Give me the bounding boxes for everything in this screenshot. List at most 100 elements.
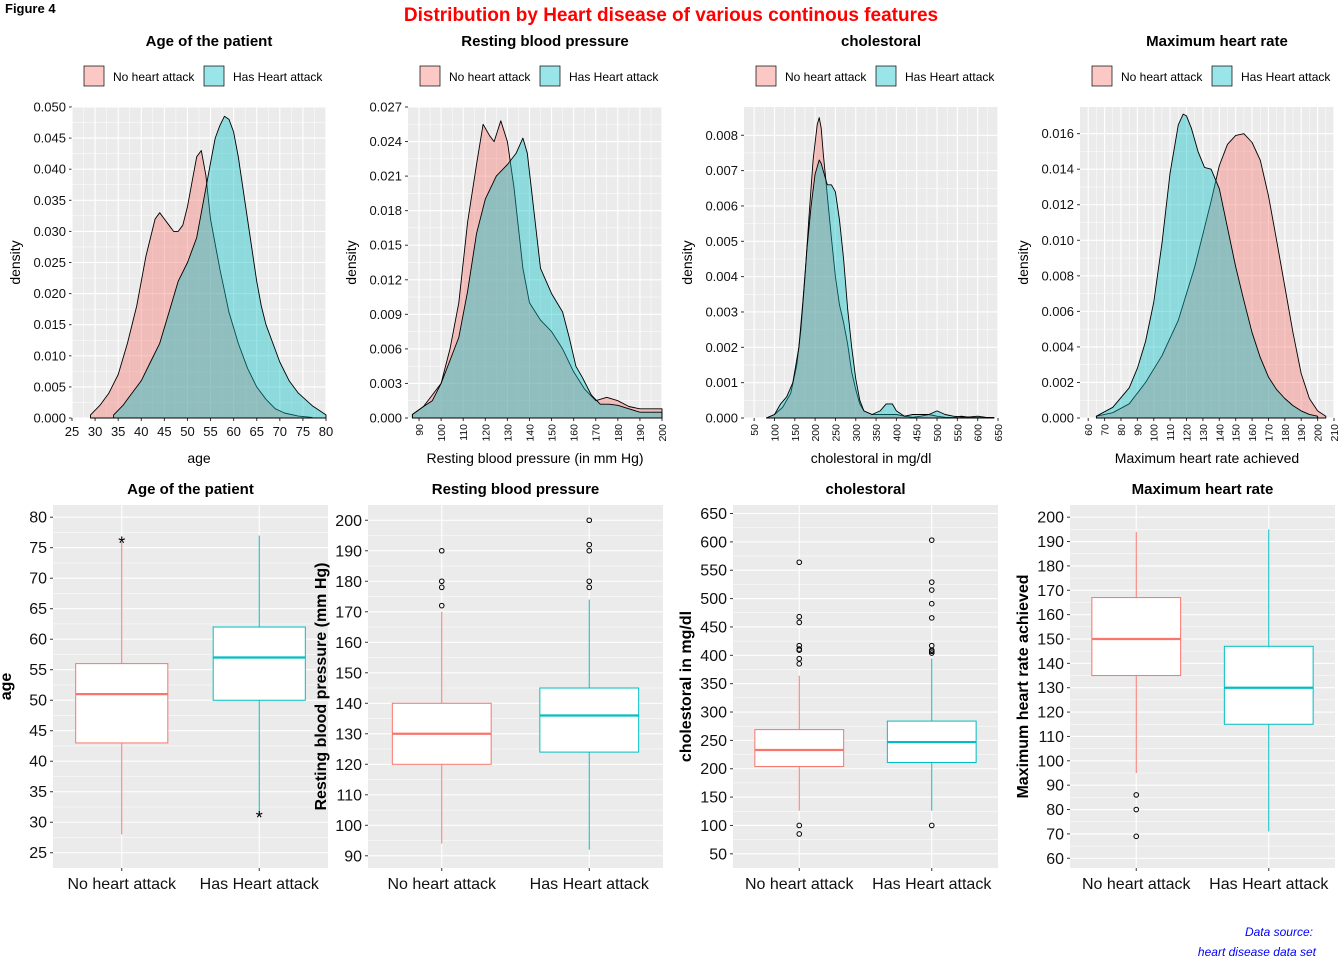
y-tick-label: 300 — [700, 705, 727, 722]
y-tick-label: 160 — [1037, 607, 1064, 624]
legend-label-no-heart-attack: No heart attack — [449, 70, 531, 84]
density-chart-3: cholestoral No heart attack Has Heart atta… — [679, 33, 1005, 466]
y-tick-label: 180 — [1037, 558, 1064, 575]
density-area-no-heart-attack — [1095, 133, 1327, 419]
legend-label-has-heart-attack: Has Heart attack — [569, 70, 659, 84]
chart-title: Age of the patient — [146, 33, 273, 50]
y-tick-label: 70 — [29, 571, 47, 588]
iqr-box — [1091, 597, 1182, 677]
x-tick-label: 120 — [480, 424, 492, 442]
outlier-point — [796, 642, 803, 649]
legend-key-has-heart-attack — [539, 65, 561, 87]
x-tick-label: 200 — [657, 424, 669, 442]
y-tick-label: 160 — [335, 635, 362, 652]
y-tick-label: 0.010 — [1041, 233, 1074, 248]
outlier-point — [586, 547, 593, 554]
y-tick-label: 0.000 — [1041, 411, 1074, 426]
legend-key-has-heart-attack — [203, 65, 225, 87]
density-area-no-heart-attack — [411, 120, 663, 419]
box-has-heart-attack — [539, 517, 640, 850]
x-axis-label: age — [187, 450, 211, 466]
y-tick-label: 0.040 — [33, 162, 66, 177]
x-tick-label: 60 — [1083, 424, 1095, 436]
y-tick-label: 170 — [1037, 583, 1064, 600]
legend: No heart attack Has Heart attack — [755, 65, 995, 87]
y-tick-label: 35 — [29, 784, 47, 801]
legend: No heart attack Has Heart attack — [83, 65, 323, 87]
y-tick-label: 50 — [709, 846, 727, 863]
y-tick-label: 0.016 — [1041, 126, 1074, 141]
y-axis-label: density — [679, 240, 695, 284]
x-tick-label: 45 — [157, 424, 171, 439]
x-tick-label: 190 — [635, 424, 647, 442]
y-tick-label: 0.003 — [369, 376, 402, 391]
boxplot-chart-1: Age of the patient 25 30 35 40 45 50 55 60 65 70 75… — [0, 481, 328, 893]
x-tick-label: 110 — [1165, 424, 1177, 441]
y-tick-label: 350 — [700, 676, 727, 693]
y-tick-label: 110 — [336, 787, 362, 804]
outlier-point — [928, 537, 935, 543]
x-tick-label: 150 — [1231, 424, 1243, 442]
legend-key-no-heart-attack — [83, 65, 105, 87]
y-tick-label: 0.010 — [33, 348, 66, 363]
y-tick-label: 0.050 — [33, 100, 66, 115]
x-tick-label: 130 — [502, 424, 514, 442]
x-tick-label: 100 — [769, 424, 781, 442]
x-tick-label: 25 — [65, 424, 79, 439]
x-tick-label: 100 — [1149, 424, 1161, 442]
outlier-point: * — [256, 808, 263, 828]
y-tick-label: 90 — [1046, 778, 1064, 795]
x-tick-label: 250 — [830, 424, 842, 442]
legend-label-no-heart-attack: No heart attack — [113, 70, 195, 84]
y-axis-label: Resting blood pressure (mm Hg) — [313, 562, 330, 810]
y-tick-label: 0.005 — [33, 379, 66, 394]
y-tick-label: 400 — [700, 648, 727, 665]
x-tick-label: 200 — [1313, 424, 1325, 442]
x-tick-label: 150 — [790, 424, 802, 442]
source-note-line2: heart disease data set — [1198, 945, 1317, 959]
y-tick-label: 0.004 — [705, 269, 738, 284]
y-axis-label: Maximum heart rate achieved — [1015, 574, 1032, 798]
outlier-point — [928, 615, 935, 621]
iqr-box — [754, 729, 845, 767]
x-tick-label: Has Heart attack — [1209, 876, 1329, 893]
outlier-point — [928, 822, 935, 829]
y-tick-label: 60 — [1046, 851, 1064, 868]
legend-label-has-heart-attack: Has Heart attack — [1241, 70, 1331, 84]
boxplot-chart-2: Resting blood pressure 90 100 110 120 130 140 1… — [313, 481, 663, 893]
box-has-heart-attack — [886, 537, 977, 829]
y-axis-label: density — [1015, 240, 1031, 284]
x-tick-label: 130 — [1198, 424, 1210, 442]
legend-key-no-heart-attack — [419, 65, 441, 87]
y-tick-label: 70 — [1046, 826, 1064, 843]
x-tick-label: 400 — [891, 424, 903, 442]
y-tick-label: 100 — [1037, 753, 1064, 770]
y-tick-label: 140 — [1037, 656, 1064, 673]
density-area-has-heart-attack — [765, 159, 995, 419]
y-tick-label: 250 — [700, 733, 727, 750]
x-axis-label: cholestoral in mg/dl — [811, 450, 932, 466]
y-tick-label: 0.006 — [369, 341, 402, 356]
outlier-point — [438, 547, 445, 554]
y-axis-label: density — [343, 240, 359, 284]
outlier-point — [438, 584, 445, 591]
y-tick-label: 0.008 — [705, 128, 738, 143]
x-tick-label: 140 — [524, 424, 536, 442]
y-tick-label: 0.000 — [705, 411, 738, 426]
y-tick-label: 0.035 — [33, 193, 66, 208]
y-tick-label: 0.045 — [33, 131, 66, 146]
density-area-has-heart-attack — [1095, 113, 1319, 419]
y-axis-label: age — [0, 673, 15, 701]
chart-title: Maximum heart rate — [1146, 33, 1288, 50]
outlier-point — [796, 822, 803, 829]
y-tick-label: 190 — [335, 543, 362, 560]
y-tick-label: 150 — [1037, 631, 1064, 648]
boxplot-chart-4: Maximum heart rate 60 70 80 90 100 110 120 130 14… — [1015, 481, 1335, 893]
chart-title: cholestoral — [825, 481, 905, 498]
y-tick-label: 180 — [335, 574, 362, 591]
boxplot-chart-3: cholestoral 50 100 150 200 250 300 350 400 450 500… — [678, 481, 998, 893]
y-tick-label: 650 — [700, 506, 727, 523]
outlier-point — [928, 600, 935, 607]
y-tick-label: 0.012 — [1041, 197, 1074, 212]
x-tick-label: No heart attack — [68, 876, 178, 893]
